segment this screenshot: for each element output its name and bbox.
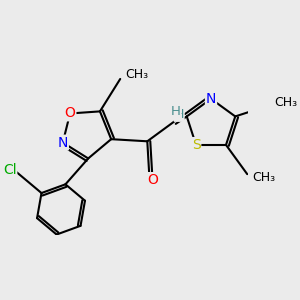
Text: H: H	[171, 106, 181, 118]
Text: O: O	[64, 106, 76, 121]
Text: N: N	[206, 92, 216, 106]
Text: O: O	[147, 173, 158, 187]
Text: H: H	[175, 108, 184, 121]
Text: N: N	[58, 136, 68, 150]
Text: Cl: Cl	[3, 163, 16, 177]
Text: CH₃: CH₃	[252, 171, 275, 184]
Text: CH₃: CH₃	[275, 96, 298, 109]
Text: CH₃: CH₃	[125, 68, 148, 81]
Text: S: S	[192, 138, 200, 152]
